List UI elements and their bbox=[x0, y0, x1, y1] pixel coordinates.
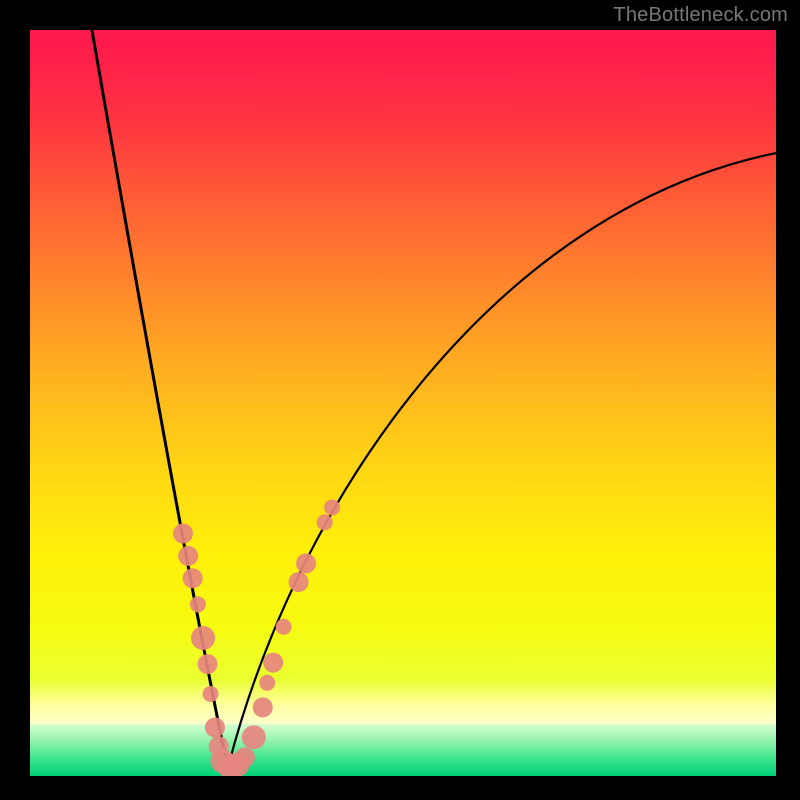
data-marker bbox=[242, 725, 266, 749]
data-marker bbox=[317, 514, 333, 530]
plot-area bbox=[30, 30, 776, 776]
chart-canvas: TheBottleneck.com bbox=[0, 0, 800, 800]
data-marker bbox=[259, 675, 275, 691]
data-marker bbox=[235, 747, 255, 767]
data-marker bbox=[205, 718, 225, 738]
data-marker bbox=[190, 596, 206, 612]
data-marker bbox=[289, 572, 309, 592]
data-marker bbox=[183, 568, 203, 588]
data-marker bbox=[178, 546, 198, 566]
data-marker bbox=[173, 524, 193, 544]
data-marker bbox=[276, 619, 292, 635]
watermark-label: TheBottleneck.com bbox=[613, 4, 788, 27]
bottleneck-curve bbox=[30, 30, 776, 776]
data-marker bbox=[296, 553, 316, 573]
data-marker bbox=[324, 499, 340, 515]
data-marker bbox=[203, 686, 219, 702]
data-marker bbox=[191, 626, 215, 650]
data-marker bbox=[263, 653, 283, 673]
data-marker bbox=[253, 697, 273, 717]
data-marker bbox=[198, 654, 218, 674]
